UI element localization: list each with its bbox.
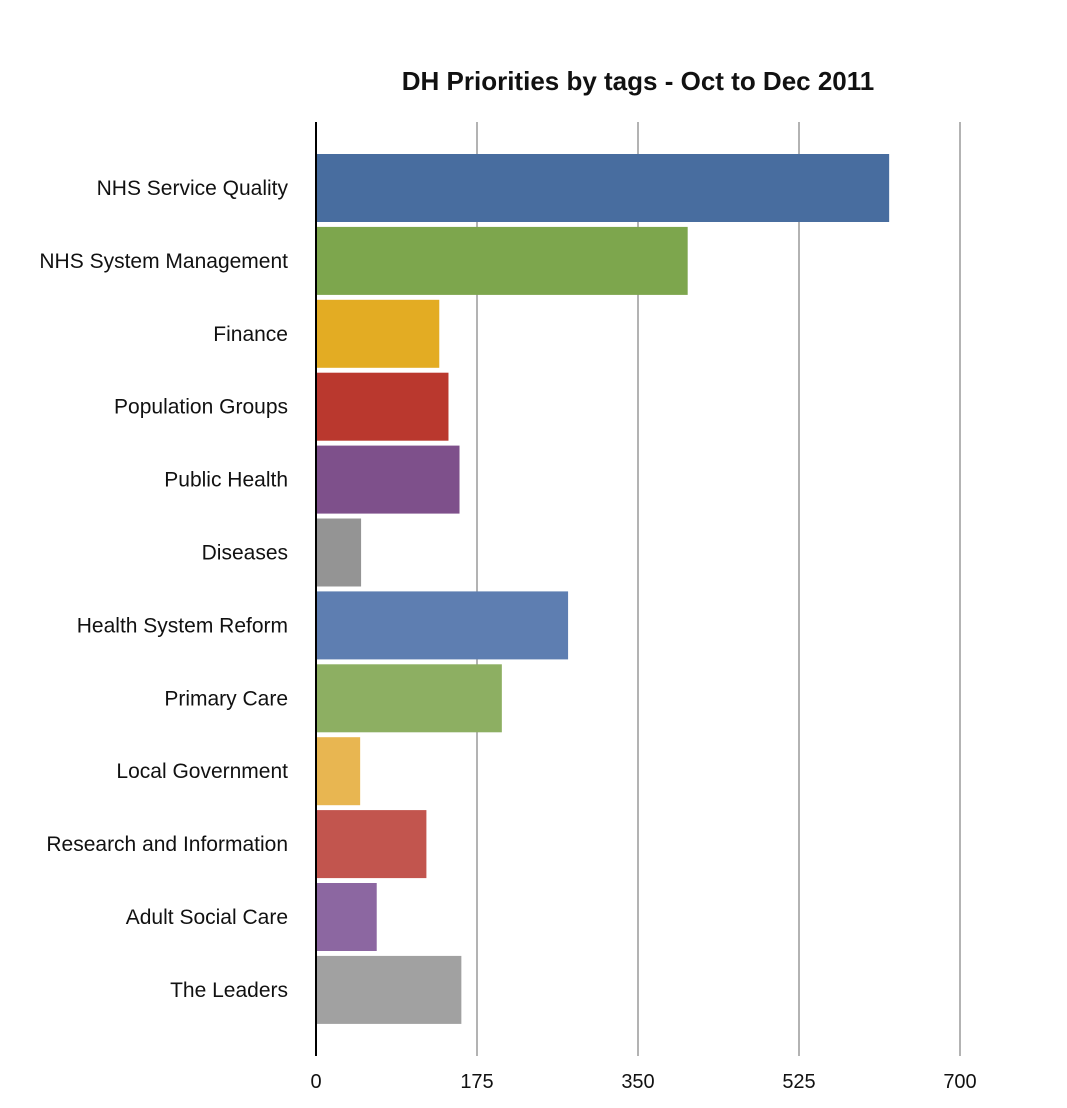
bar <box>316 445 460 514</box>
category-label: Research and Information <box>46 833 288 856</box>
category-label: Health System Reform <box>77 614 288 637</box>
category-label: Finance <box>213 323 288 346</box>
x-tick-label: 0 <box>310 1071 321 1093</box>
x-tick-label: 175 <box>460 1071 493 1093</box>
category-label: Diseases <box>202 542 288 565</box>
category-labels: NHS Service Quality NHS System Management… <box>39 177 288 1002</box>
chart-title: DH Priorities by tags - Oct to Dec 2011 <box>401 66 875 96</box>
category-label: Public Health <box>164 469 288 492</box>
bar <box>316 226 688 295</box>
bar <box>316 154 890 222</box>
category-label: Population Groups <box>114 396 288 419</box>
bar <box>316 883 377 951</box>
bar <box>316 664 502 733</box>
bar <box>316 955 462 1024</box>
x-tick-labels: 0 175 350 525 700 <box>310 1071 976 1093</box>
x-tick-label: 350 <box>621 1071 654 1093</box>
bars <box>316 154 890 1024</box>
bar <box>316 591 569 660</box>
x-tick-label: 700 <box>943 1071 976 1093</box>
bar <box>316 810 427 879</box>
category-label: Primary Care <box>164 687 288 710</box>
bar <box>316 372 449 441</box>
category-label: Local Government <box>116 760 288 783</box>
bar <box>316 737 361 806</box>
bar <box>316 299 440 368</box>
x-tick-label: 525 <box>782 1071 815 1093</box>
category-label: NHS System Management <box>39 250 288 273</box>
category-label: Adult Social Care <box>126 906 288 929</box>
category-label: NHS Service Quality <box>97 177 289 200</box>
bar <box>316 518 362 587</box>
category-label: The Leaders <box>170 979 288 1002</box>
